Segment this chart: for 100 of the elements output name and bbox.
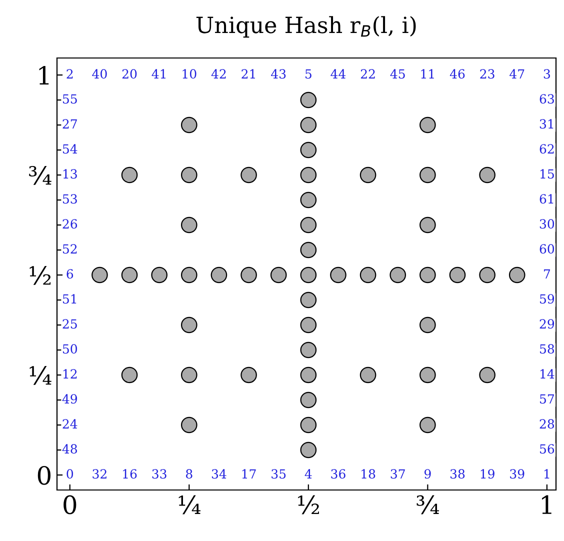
annotation: 43: [271, 69, 286, 79]
annotation: 2: [66, 69, 73, 78]
point: [300, 242, 317, 258]
annotation: 17: [242, 469, 256, 478]
annotation: 41: [152, 69, 166, 78]
annotation: 6: [66, 269, 74, 279]
point: [300, 192, 317, 208]
point: [180, 216, 198, 234]
annotation: 63: [540, 94, 554, 104]
annotation: 18: [362, 469, 376, 479]
point: [121, 366, 138, 384]
point: [300, 316, 317, 334]
point: [240, 366, 257, 384]
annotation: 48: [62, 444, 77, 454]
annotation: 44: [330, 69, 346, 78]
annotation: 27: [62, 119, 77, 128]
point: [180, 316, 198, 334]
annotation: 37: [390, 469, 405, 479]
annotation: 5: [305, 69, 312, 79]
annotation: 26: [62, 219, 78, 229]
point: [360, 166, 376, 184]
annotation: 4: [304, 469, 312, 478]
point: [180, 116, 198, 134]
annotation: 59: [540, 294, 554, 304]
point: [300, 342, 317, 358]
annotation: 47: [510, 69, 524, 78]
point: [300, 92, 317, 108]
annotation: 20: [122, 69, 137, 79]
annotation: 46: [450, 69, 465, 79]
point: [180, 366, 198, 384]
point: [300, 266, 317, 284]
annotation: 38: [450, 469, 465, 479]
point: [449, 266, 466, 284]
point: [300, 442, 317, 458]
point: [121, 266, 138, 284]
annotation: 60: [540, 244, 554, 254]
y-tick-label: ¼: [30, 366, 52, 385]
x-tick-label: ¼: [178, 495, 200, 514]
point: [420, 316, 436, 334]
point: [330, 266, 346, 284]
y-tick-label: 1: [39, 66, 49, 84]
annotation: 22: [360, 69, 375, 78]
point: [479, 366, 496, 384]
x-tick-label: ½: [298, 495, 319, 514]
annotation: 31: [540, 119, 554, 129]
annotation: 35: [272, 469, 286, 479]
annotation: 16: [123, 469, 137, 479]
annotation: 3: [544, 69, 550, 79]
annotation: 21: [242, 69, 255, 78]
y-tick-label: ½: [30, 266, 51, 285]
chart-title: Unique Hash r$_{B}$(l, i): [196, 16, 416, 38]
point: [390, 266, 406, 284]
annotation: 51: [62, 294, 76, 304]
point: [300, 116, 317, 134]
point: [420, 166, 436, 184]
annotation: 50: [62, 344, 78, 354]
annotation: 14: [540, 369, 554, 378]
point: [180, 416, 198, 434]
point: [479, 266, 496, 284]
annotation: 12: [63, 369, 77, 378]
annotation: 42: [211, 69, 226, 78]
point: [420, 366, 436, 384]
annotation: 53: [62, 194, 77, 204]
annotation: 11: [421, 69, 434, 78]
point: [210, 266, 228, 284]
annotation: 10: [182, 69, 196, 79]
annotation: 28: [540, 419, 554, 429]
point: [420, 416, 436, 434]
point: [300, 166, 317, 184]
annotation: 33: [152, 469, 166, 479]
point: [420, 116, 436, 134]
point: [240, 166, 257, 184]
annotation: 34: [212, 469, 226, 479]
annotation: 52: [62, 244, 77, 254]
point: [508, 266, 526, 284]
point: [300, 142, 317, 158]
annotation: 29: [540, 319, 554, 329]
annotation: 8: [186, 469, 192, 479]
annotation: 39: [510, 469, 524, 479]
point: [300, 216, 317, 234]
point: [420, 266, 436, 284]
annotation: 55: [62, 94, 77, 104]
annotation: 1: [544, 469, 550, 478]
x-tick-label: 0: [64, 495, 76, 514]
annotation: 49: [62, 394, 77, 404]
annotation: 25: [62, 319, 77, 329]
point: [151, 266, 168, 284]
point: [92, 266, 108, 284]
x-tick-label: 1: [542, 495, 552, 514]
annotation: 62: [540, 144, 554, 154]
point: [121, 166, 138, 184]
annotation: 58: [540, 344, 554, 354]
annotation: 23: [480, 69, 494, 79]
point: [270, 266, 287, 284]
point: [360, 266, 376, 284]
annotation: 7: [544, 269, 550, 278]
point: [420, 216, 436, 234]
point: [360, 366, 376, 384]
annotation: 15: [540, 169, 554, 179]
annotation: 0: [66, 469, 74, 479]
